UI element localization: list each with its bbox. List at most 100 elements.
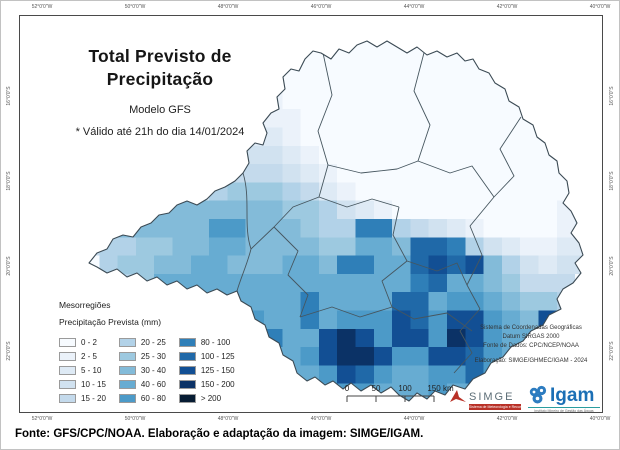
mesoregion-boundaries <box>236 48 522 374</box>
map-title: Total Previsto de Precipitação <box>88 46 232 89</box>
longitude-label: 42°0'0"W <box>496 416 518 422</box>
title-block: Total Previsto de Precipitação Modelo GF… <box>41 45 279 138</box>
legend-swatch <box>118 394 136 403</box>
longitude-label: 40°0'0"W <box>589 4 611 10</box>
igam-name: Igam <box>550 385 595 406</box>
scale-bar: 0 50 100 150 km <box>343 382 461 411</box>
legend-item: 150 - 200 <box>178 378 235 391</box>
simge-bird-icon <box>450 390 466 402</box>
legend-item: 40 - 60 <box>118 378 166 391</box>
legend-item: 5 - 10 <box>59 364 106 377</box>
longitude-label: 40°0'0"W <box>589 416 611 422</box>
legend-swatch <box>178 366 196 375</box>
longitude-label: 50°0'0"W <box>124 416 146 422</box>
legend-item: 100 - 125 <box>178 350 235 363</box>
longitude-label: 52°0'0"W <box>31 4 53 10</box>
legend-swatch <box>118 352 136 361</box>
longitude-label: 42°0'0"W <box>496 4 518 10</box>
svg-text:50: 50 <box>372 384 381 393</box>
legend-swatch <box>118 380 136 389</box>
latitude-label: 16°0'0"S <box>609 86 615 106</box>
legend: Mesorregiões Precipitação Prevista (mm) … <box>59 300 235 405</box>
legend-item: 25 - 30 <box>118 350 166 363</box>
legend-grid: 0 - 2 2 - 5 5 - 10 10 - 15 15 - 20 20 - 25 25 … <box>59 336 235 405</box>
legend-label: 30 - 40 <box>140 366 166 375</box>
svg-text:150: 150 <box>427 384 441 393</box>
longitude-label: 48°0'0"W <box>217 416 239 422</box>
longitude-label: 44°0'0"W <box>403 4 425 10</box>
credits-line: Elaboração: SIMGE/GHMEC/IGAM - 2024 <box>474 358 588 364</box>
legend-label: 60 - 80 <box>140 394 166 403</box>
igam-tagline: Instituto Mineiro de Gestão das Águas <box>528 407 600 413</box>
legend-swatch <box>59 394 76 403</box>
legend-swatch <box>178 338 196 347</box>
legend-label: 25 - 30 <box>140 352 166 361</box>
latitude-label: 22°0'0"S <box>609 341 615 361</box>
credits-line: Fonte de Dados: CPC/NCEP/NOAA <box>483 343 579 349</box>
legend-label: 15 - 20 <box>81 394 106 403</box>
svg-text:0: 0 <box>345 384 350 393</box>
legend-label: 20 - 25 <box>140 338 166 347</box>
legend-item: 15 - 20 <box>59 392 106 405</box>
source-caption: Fonte: GFS/CPC/NOAA. Elaboração e adapta… <box>15 428 424 440</box>
map-validity: * Válido até 21h do dia 14/01/2024 <box>75 125 245 138</box>
legend-item: 60 - 80 <box>118 392 166 405</box>
scale-bar-graphic: 0 50 100 150 km <box>345 384 454 402</box>
legend-item: 30 - 40 <box>118 364 166 377</box>
longitude-label: 46°0'0"W <box>310 4 332 10</box>
legend-label: > 200 <box>200 394 222 403</box>
credits-line: Sistema de Coordenadas Geográficas <box>480 325 582 331</box>
latitude-label: 18°0'0"S <box>609 171 615 191</box>
legend-swatch <box>118 338 136 347</box>
legend-label: 0 - 2 <box>81 338 98 347</box>
legend-swatch <box>59 380 76 389</box>
legend-heading-regions: Mesorregiões <box>59 300 111 310</box>
latitude-label: 16°0'0"S <box>6 86 12 106</box>
legend-swatch <box>59 338 76 347</box>
igam-logo: Igam Instituto Mineiro de Gestão das Águ… <box>528 385 600 413</box>
legend-item: 80 - 100 <box>178 336 235 349</box>
credits-line: Datum SIRGAS 2000 <box>502 334 560 340</box>
legend-label: 80 - 100 <box>200 338 231 347</box>
longitude-label: 48°0'0"W <box>217 4 239 10</box>
svg-text:km: km <box>443 384 454 393</box>
legend-label: 40 - 60 <box>140 380 166 389</box>
legend-swatch <box>178 394 196 403</box>
svg-text:100: 100 <box>398 384 412 393</box>
legend-item: 2 - 5 <box>59 350 106 363</box>
latitude-label: 22°0'0"S <box>6 341 12 361</box>
legend-label: 125 - 150 <box>200 366 235 375</box>
legend-item: 0 - 2 <box>59 336 106 349</box>
legend-heading-precip: Precipitação Prevista (mm) <box>59 317 162 327</box>
legend-swatch <box>178 380 196 389</box>
longitude-label: 44°0'0"W <box>403 416 425 422</box>
latitude-label: 18°0'0"S <box>6 171 12 191</box>
legend-swatch <box>178 352 196 361</box>
longitude-label: 50°0'0"W <box>124 4 146 10</box>
igam-drops-icon <box>529 385 547 404</box>
legend-label: 2 - 5 <box>81 352 98 361</box>
legend-item: 20 - 25 <box>118 336 166 349</box>
simge-logo: SIMGE Sistema de Meteorologia e Recursos… <box>450 390 524 410</box>
legend-label: 100 - 125 <box>200 352 235 361</box>
legend-swatch <box>59 352 76 361</box>
legend-label: 5 - 10 <box>81 366 102 375</box>
longitude-label: 46°0'0"W <box>310 416 332 422</box>
legend-item: > 200 <box>178 392 235 405</box>
legend-item: 125 - 150 <box>178 364 235 377</box>
legend-swatch <box>118 366 136 375</box>
simge-tagline: Sistema de Meteorologia e Recursos Hídri… <box>469 404 521 410</box>
legend-item: 10 - 15 <box>59 378 106 391</box>
legend-label: 150 - 200 <box>200 380 235 389</box>
state-outline <box>88 40 584 402</box>
latitude-label: 20°0'0"S <box>609 256 615 276</box>
map-subtitle: Modelo GFS <box>129 103 191 116</box>
simge-name: SIMGE <box>469 390 515 403</box>
credits-block: Sistema de Coordenadas Geográficas Datum… <box>456 324 606 366</box>
latitude-label: 20°0'0"S <box>6 256 12 276</box>
legend-swatch <box>59 366 76 375</box>
legend-label: 10 - 15 <box>81 380 106 389</box>
longitude-label: 52°0'0"W <box>31 416 53 422</box>
